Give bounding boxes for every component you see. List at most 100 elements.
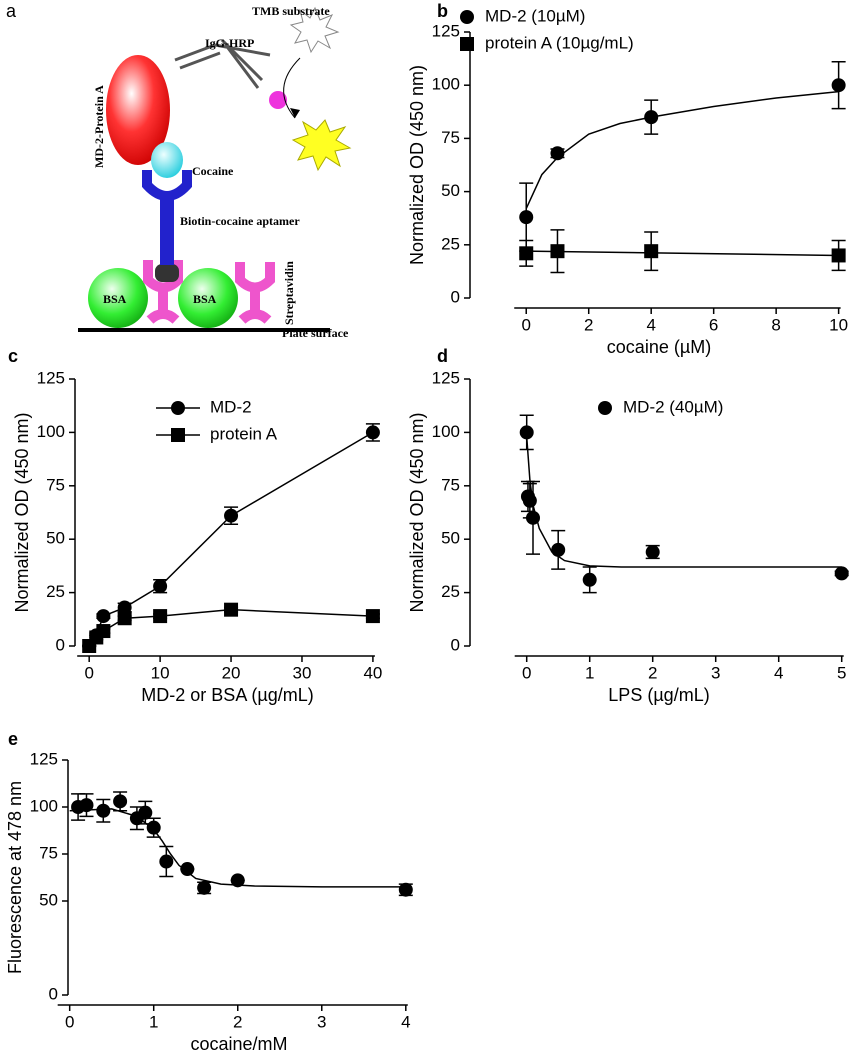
- legend-label: protein A: [210, 424, 278, 443]
- marker: [96, 803, 111, 818]
- streptavidin-shape: [143, 260, 183, 324]
- marker: [365, 609, 380, 624]
- y-tick-label: 0: [49, 984, 58, 1003]
- x-tick-label: 10: [151, 663, 170, 682]
- y-tick-label: 100: [30, 796, 58, 815]
- marker: [550, 146, 565, 161]
- diagram-label: Cocaine: [192, 164, 234, 178]
- x-tick-label: 0: [522, 663, 531, 682]
- x-tick-label: 8: [771, 315, 780, 334]
- legend-label: MD-2 (40µM): [623, 397, 723, 416]
- x-axis-label: MD-2 or BSA (µg/mL): [141, 685, 313, 705]
- y-tick-label: 50: [39, 890, 58, 909]
- marker: [519, 210, 534, 225]
- x-axis-label: LPS (µg/mL): [608, 685, 709, 705]
- bsa-ball: [88, 268, 148, 328]
- fit-curve: [526, 250, 839, 257]
- x-tick-label: 20: [222, 663, 241, 682]
- x-tick-label: 4: [774, 663, 783, 682]
- x-tick-label: 1: [585, 663, 594, 682]
- y-tick-label: 25: [441, 582, 460, 601]
- diagram-label: Biotin-cocaine aptamer: [180, 214, 300, 228]
- marker: [197, 880, 212, 895]
- marker: [138, 805, 153, 820]
- x-tick-label: 0: [65, 1012, 74, 1031]
- panel-label: d: [437, 346, 448, 366]
- marker: [526, 510, 540, 525]
- aptamer-pocket: [142, 170, 192, 201]
- y-tick-label: 75: [46, 475, 65, 494]
- marker: [224, 602, 239, 617]
- panel-label: c: [8, 346, 18, 366]
- diagram-label: BSA: [103, 292, 127, 306]
- marker: [153, 609, 168, 624]
- x-tick-label: 5: [837, 663, 846, 682]
- legend-label: protein A (10µg/mL): [485, 33, 634, 52]
- y-tick-label: 100: [432, 75, 460, 94]
- x-tick-label: 6: [709, 315, 718, 334]
- x-tick-label: 4: [646, 315, 655, 334]
- x-tick-label: 0: [521, 315, 530, 334]
- fit-curve: [525, 90, 839, 209]
- y-tick-label: 25: [46, 582, 65, 601]
- marker: [365, 425, 380, 440]
- diagram-label: TMB substrate: [252, 4, 330, 18]
- y-tick-label: 50: [46, 529, 65, 548]
- x-tick-label: 4: [401, 1012, 410, 1031]
- y-tick-label: 75: [441, 128, 460, 147]
- marker: [644, 110, 659, 125]
- legend-marker: [460, 37, 474, 51]
- legend-marker: [598, 401, 612, 415]
- y-tick-label: 75: [441, 475, 460, 494]
- x-axis-label: cocaine/mM: [190, 1034, 287, 1050]
- marker: [224, 508, 239, 523]
- y-tick-label: 50: [441, 181, 460, 200]
- marker: [159, 854, 174, 869]
- y-tick-label: 100: [432, 422, 460, 441]
- panel-label: b: [437, 1, 448, 21]
- y-axis-label: Normalized OD (450 nm): [407, 65, 427, 265]
- marker: [96, 609, 111, 624]
- marker: [519, 246, 534, 261]
- x-axis-label: cocaine (µM): [607, 337, 711, 357]
- x-tick-label: 2: [233, 1012, 242, 1031]
- cocaine-ball: [151, 142, 183, 178]
- diagram-label: MD-2-Protein A: [92, 85, 106, 168]
- marker: [117, 611, 132, 626]
- y-axis-label: Normalized OD (450 nm): [12, 412, 32, 612]
- diagram-label: Streptavidin: [282, 261, 296, 325]
- y-tick-label: 0: [451, 287, 460, 306]
- x-tick-label: 3: [317, 1012, 326, 1031]
- panel-label: a: [6, 1, 17, 21]
- diagram-label: IgG-HRP: [205, 36, 254, 50]
- marker: [519, 425, 534, 440]
- marker: [113, 794, 128, 809]
- marker: [834, 566, 849, 581]
- fit-curve: [525, 436, 842, 568]
- diagram: a TMB substrate IgG-HRP MD-2-Protein A C…: [6, 1, 352, 340]
- marker: [96, 624, 111, 639]
- y-axis-label: Fluorescence at 478 nm: [5, 781, 25, 974]
- legend-marker: [171, 428, 185, 442]
- marker: [522, 493, 537, 508]
- y-tick-label: 100: [37, 422, 65, 441]
- panel-label: e: [8, 729, 18, 749]
- arrow: [283, 57, 301, 119]
- legend-label: MD-2: [210, 397, 252, 416]
- arrowhead: [290, 108, 300, 118]
- marker: [398, 882, 413, 897]
- x-tick-label: 2: [584, 315, 593, 334]
- diagram-label: Plate surface: [282, 326, 349, 340]
- x-tick-label: 2: [648, 663, 657, 682]
- marker: [230, 873, 245, 888]
- marker: [831, 78, 846, 93]
- diagram-label: BSA: [193, 292, 217, 306]
- y-tick-label: 125: [432, 21, 460, 40]
- marker: [645, 545, 660, 560]
- marker: [550, 244, 565, 259]
- marker: [644, 244, 659, 259]
- y-axis-label: Normalized OD (450 nm): [407, 412, 427, 612]
- x-tick-label: 3: [711, 663, 720, 682]
- marker: [831, 248, 846, 263]
